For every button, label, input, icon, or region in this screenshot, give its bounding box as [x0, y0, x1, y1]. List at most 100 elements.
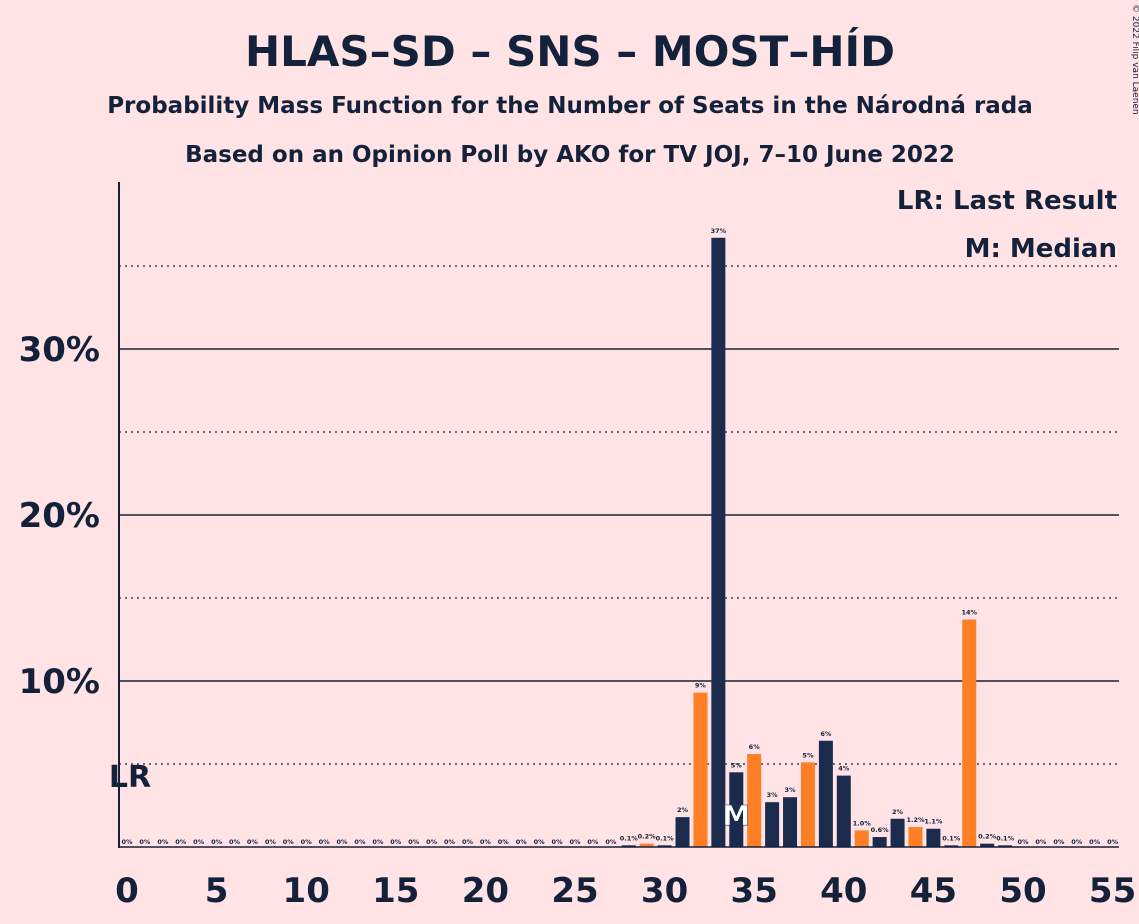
- bars: [621, 237, 1013, 847]
- bar-value-label: 0.1%: [942, 834, 961, 842]
- bar-value-label: 0%: [372, 838, 384, 846]
- bar-seat-49: [998, 845, 1013, 847]
- bar-value-label: 5%: [731, 761, 743, 769]
- bar-seat-29: [639, 843, 654, 847]
- bar-value-label: 14%: [961, 609, 977, 617]
- legend-median: M: Median: [965, 234, 1117, 264]
- bar-seat-34: [729, 772, 744, 847]
- bar-value-label: 0.1%: [620, 834, 639, 842]
- bar-value-label: 3%: [785, 786, 797, 794]
- bar-value-label: 0%: [229, 838, 241, 846]
- bar-value-label: 0.6%: [871, 826, 890, 834]
- legend-last-result: LR: Last Result: [897, 186, 1117, 216]
- bar-value-label: 0%: [462, 838, 474, 846]
- bar-value-label: 0%: [354, 838, 366, 846]
- x-tick-label: 30: [641, 871, 688, 911]
- bar-value-label: 0%: [552, 838, 564, 846]
- bar-seat-46: [944, 845, 959, 847]
- bar-value-label: 37%: [711, 227, 727, 235]
- bar-seat-36: [765, 802, 780, 847]
- bar-value-label: 1.2%: [906, 816, 925, 824]
- bar-value-label: 4%: [838, 765, 850, 773]
- bar-seat-30: [657, 845, 672, 847]
- bar-seat-33: [711, 237, 726, 847]
- bar-value-label: 0%: [175, 838, 187, 846]
- y-axis-ticks: 10% 20% 30%: [19, 330, 100, 702]
- bar-seat-32: [693, 692, 708, 847]
- bar-value-label: 5%: [802, 751, 814, 759]
- x-tick-label: 0: [115, 871, 139, 911]
- bar-value-label: 0%: [1089, 838, 1101, 846]
- bar-value-label: 0%: [301, 838, 313, 846]
- bar-value-label: 0%: [426, 838, 438, 846]
- bar-value-label: 0%: [193, 838, 205, 846]
- bar-value-label: 0%: [444, 838, 456, 846]
- bar-value-label: 0%: [480, 838, 492, 846]
- x-tick-label: 55: [1089, 871, 1136, 911]
- copyright-text: © 2022 Filip van Laenen: [1130, 4, 1139, 115]
- x-tick-label: 10: [283, 871, 330, 911]
- bar-seat-45: [926, 828, 941, 847]
- bar-seat-37: [783, 797, 798, 847]
- chart-subtitle-2: Based on an Opinion Poll by AKO for TV J…: [185, 142, 955, 168]
- bar-value-label: 6%: [820, 730, 832, 738]
- x-tick-label: 35: [731, 871, 778, 911]
- x-tick-label: 40: [820, 871, 867, 911]
- x-tick-label: 20: [462, 871, 509, 911]
- bar-value-label: 0%: [283, 838, 295, 846]
- last-result-marker: LR: [109, 760, 151, 795]
- bar-seat-28: [621, 845, 636, 847]
- gridlines: [119, 265, 1119, 765]
- bar-seat-42: [872, 837, 887, 847]
- bar-labels: 0% 0% 0% 0% 0% 0% 0% 0% 0% 0% 0% 0% 0% 0% 0% 0% 0% 0% 0% 0%…: [121, 227, 1118, 846]
- bar-value-label: 1.1%: [924, 818, 943, 826]
- bar-seat-48: [980, 843, 995, 847]
- chart-title: HLAS–SD – SNS – MOST–HÍD: [245, 26, 895, 76]
- bar-seat-41: [854, 830, 869, 847]
- bar-value-label: 0%: [211, 838, 223, 846]
- bar-value-label: 0%: [337, 838, 349, 846]
- bar-seat-47: [962, 619, 977, 847]
- bar-seat-39: [818, 740, 833, 847]
- bar-value-label: 0.2%: [978, 833, 997, 841]
- bar-value-label: 2%: [677, 806, 689, 814]
- bar-value-label: 0.1%: [656, 834, 675, 842]
- bar-value-label: 0%: [121, 838, 133, 846]
- bar-value-label: 6%: [749, 743, 761, 751]
- bar-value-label: 0%: [605, 838, 617, 846]
- bar-value-label: 0%: [139, 838, 151, 846]
- x-tick-label: 50: [999, 871, 1046, 911]
- bar-value-label: 0%: [1017, 838, 1029, 846]
- bar-value-label: 0%: [569, 838, 581, 846]
- bar-seat-35: [747, 754, 762, 847]
- y-tick-label: 30%: [19, 330, 100, 370]
- bar-value-label: 0%: [247, 838, 259, 846]
- bar-value-label: 0%: [1107, 838, 1119, 846]
- bar-value-label: 0%: [534, 838, 546, 846]
- x-tick-label: 45: [910, 871, 957, 911]
- chart-subtitle: Probability Mass Function for the Number…: [107, 93, 1033, 119]
- x-tick-label: 5: [205, 871, 229, 911]
- bar-value-label: 0%: [1071, 838, 1083, 846]
- x-axis-ticks: 0 5 10 15 20 25 30 35 40 45 50 55: [115, 871, 1136, 911]
- bar-value-label: 3%: [767, 791, 779, 799]
- bar-value-label: 0%: [390, 838, 402, 846]
- bar-value-label: 0.1%: [996, 834, 1015, 842]
- bar-value-label: 0%: [157, 838, 169, 846]
- bar-seat-40: [836, 775, 851, 847]
- bar-value-label: 0.2%: [638, 833, 657, 841]
- bar-value-label: 0%: [1053, 838, 1065, 846]
- bar-value-label: 0%: [587, 838, 599, 846]
- median-marker: M: [722, 799, 750, 833]
- bar-value-label: 0%: [408, 838, 420, 846]
- x-tick-label: 15: [372, 871, 419, 911]
- bar-value-label: 0%: [265, 838, 277, 846]
- bar-value-label: 1.0%: [853, 819, 872, 827]
- y-tick-label: 20%: [19, 496, 100, 536]
- bar-seat-44: [908, 827, 923, 847]
- bar-seat-43: [890, 818, 905, 847]
- bar-value-label: 9%: [695, 682, 707, 690]
- median-label: M: [722, 799, 750, 832]
